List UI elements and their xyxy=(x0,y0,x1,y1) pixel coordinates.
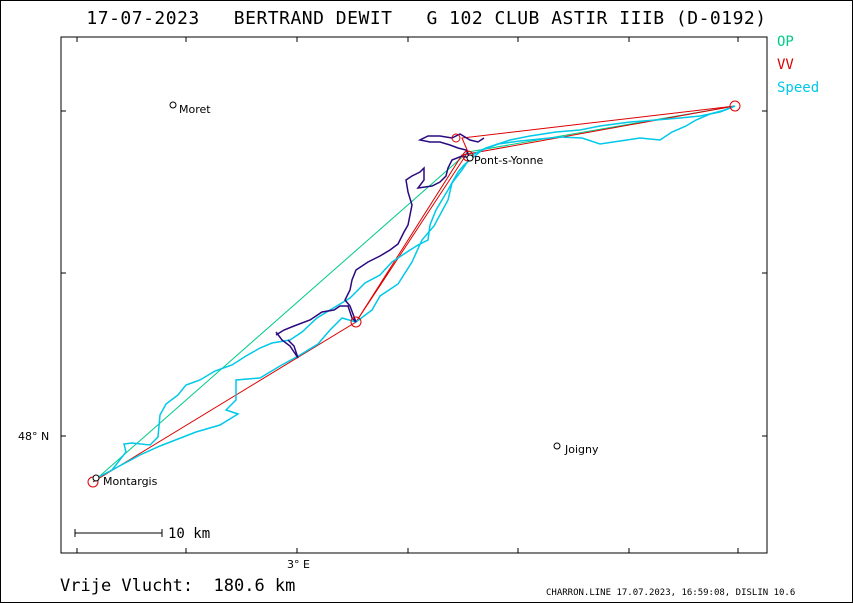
op-route xyxy=(92,105,736,483)
axis-ticks xyxy=(61,37,767,553)
town-marker-moret xyxy=(169,101,177,109)
town-label-moret: Moret xyxy=(179,103,211,116)
turnpoint-4 xyxy=(451,133,461,143)
turnpoint-1 xyxy=(350,316,362,328)
town-label-montargis: Montargis xyxy=(103,475,158,488)
town-marker-pont xyxy=(466,154,474,162)
town-marker-joigny xyxy=(553,442,561,450)
speed-track xyxy=(94,105,736,480)
distance-text: Vrije Vlucht: 180.6 km xyxy=(60,576,296,596)
vv-route xyxy=(92,105,736,483)
speed-track-return xyxy=(111,105,736,471)
latitude-label: 48° N xyxy=(18,430,50,443)
footer-text: CHARRON.LINE 17.07.2023, 16:59:08, DISLI… xyxy=(546,588,796,598)
legend-speed: Speed xyxy=(777,80,820,96)
longitude-label: 3° E xyxy=(287,558,310,571)
scale-label: 10 km xyxy=(168,526,211,542)
flight-title: 17-07-2023 BERTRAND DEWIT G 102 CLUB AST… xyxy=(86,8,767,29)
map-frame xyxy=(60,36,768,554)
climb-track-2 xyxy=(275,331,299,359)
turnpoint-2 xyxy=(462,150,474,162)
town-label-joigny: Joigny xyxy=(565,443,599,456)
town-marker-montargis xyxy=(92,474,100,482)
legend-op: OP xyxy=(777,34,794,50)
turnpoint-3 xyxy=(729,100,741,112)
legend-vv: VV xyxy=(777,57,794,73)
town-label-pont: Pont-s-Yonne xyxy=(474,154,544,167)
scale-bar xyxy=(74,529,163,537)
climb-track xyxy=(275,133,485,336)
